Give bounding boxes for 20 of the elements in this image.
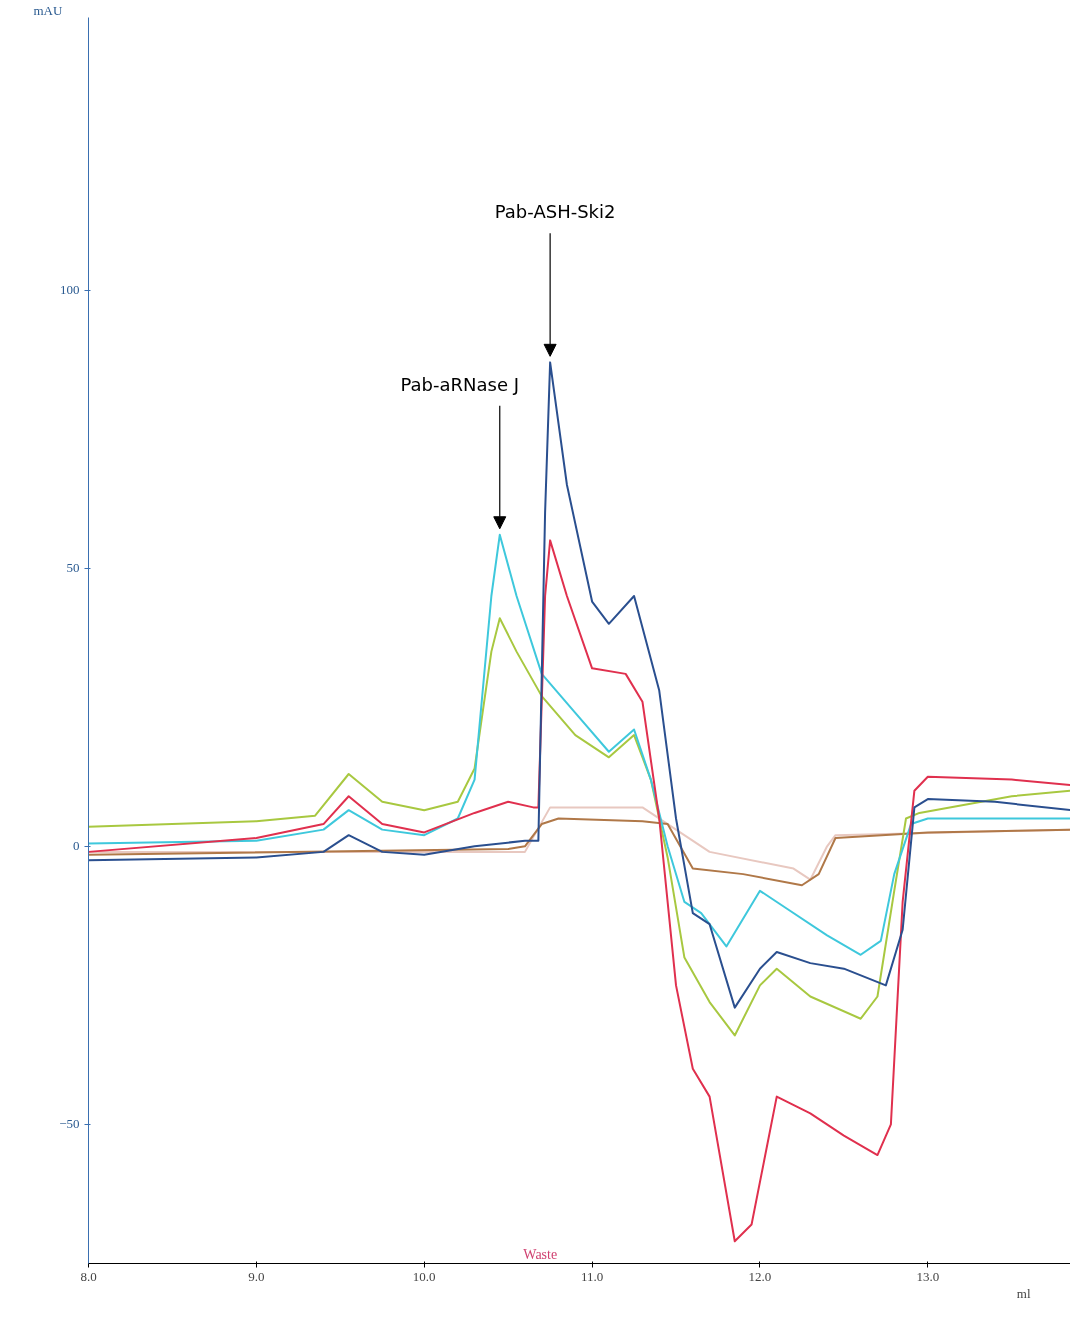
- x-axis-title: ml: [1016, 1285, 1031, 1301]
- y-tick-label: 0: [73, 838, 80, 854]
- line-series: [88, 361, 1070, 1009]
- y-axis-title: mAU: [33, 2, 63, 18]
- x-tick-label: 9.0: [248, 1268, 265, 1284]
- annotation: Waste: [523, 1246, 558, 1262]
- y-tick-label: 50: [66, 560, 80, 576]
- x-tick-label: 10.0: [412, 1268, 436, 1284]
- line-series: [88, 817, 1070, 887]
- x-tick-label: 12.0: [748, 1268, 772, 1284]
- line-series: [88, 617, 1070, 1037]
- line-series: [88, 539, 1070, 1243]
- y-tick-label: −50: [59, 1116, 80, 1132]
- x-tick-label: 8.0: [80, 1268, 97, 1284]
- line-series: [88, 533, 1070, 956]
- x-tick-label: 11.0: [580, 1268, 604, 1284]
- x-tick-label: 13.0: [916, 1268, 940, 1284]
- annotation: Pab-aRNase J: [400, 373, 520, 395]
- y-tick-label: 100: [60, 282, 80, 298]
- annotation: Pab-ASH-Ski2: [494, 201, 616, 223]
